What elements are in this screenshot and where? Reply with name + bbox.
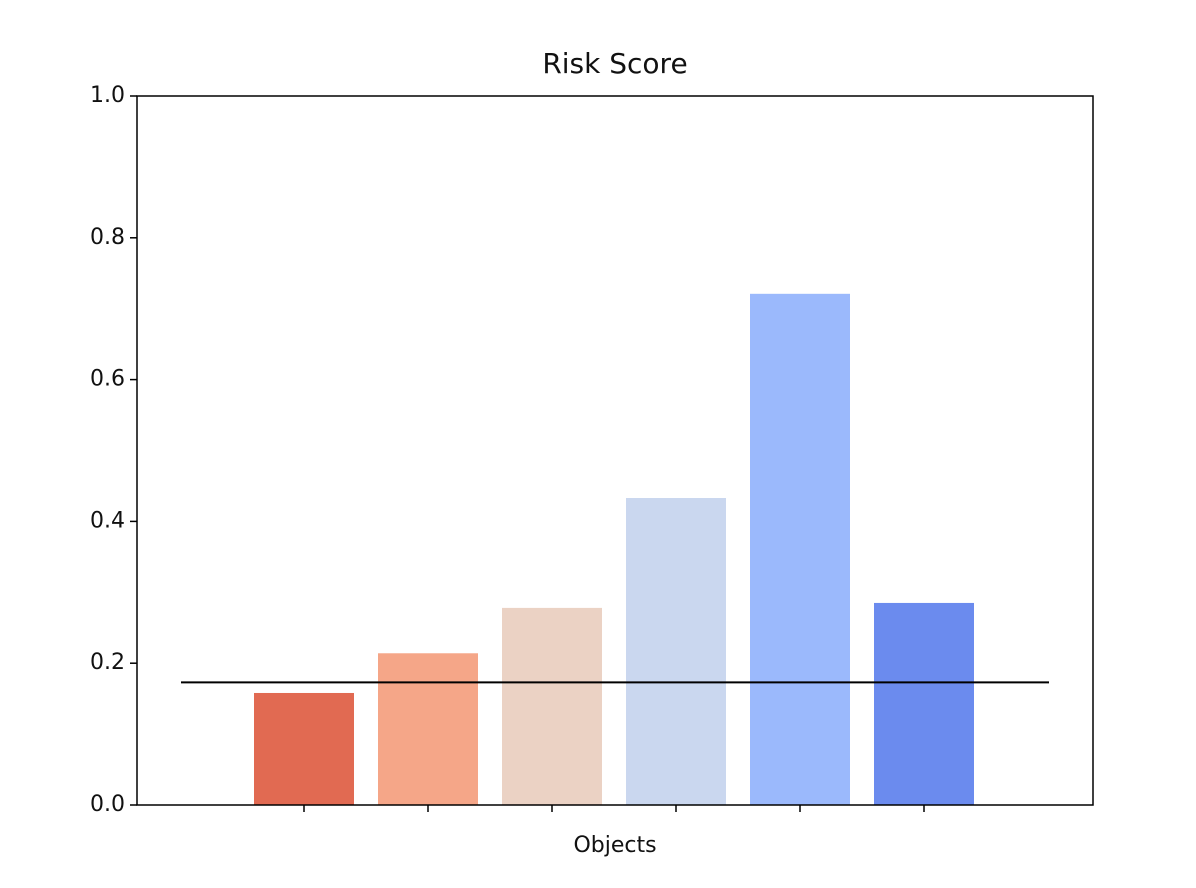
y-tick-label: 0.4 <box>90 508 125 533</box>
y-tick-label: 0.2 <box>90 650 125 675</box>
bar <box>750 293 850 805</box>
y-tick-label: 0.6 <box>90 367 125 392</box>
y-tick-label: 0.0 <box>90 792 125 817</box>
bar <box>378 653 478 805</box>
y-tick-label: 1.0 <box>90 83 125 108</box>
y-tick-label: 0.8 <box>90 225 125 250</box>
bar <box>502 607 602 805</box>
bar <box>254 692 354 805</box>
bar <box>874 602 974 805</box>
plot-frame <box>136 95 1094 806</box>
x-axis-label: Objects <box>573 833 656 858</box>
chart-title: Risk Score <box>542 47 687 80</box>
bar <box>626 498 726 805</box>
